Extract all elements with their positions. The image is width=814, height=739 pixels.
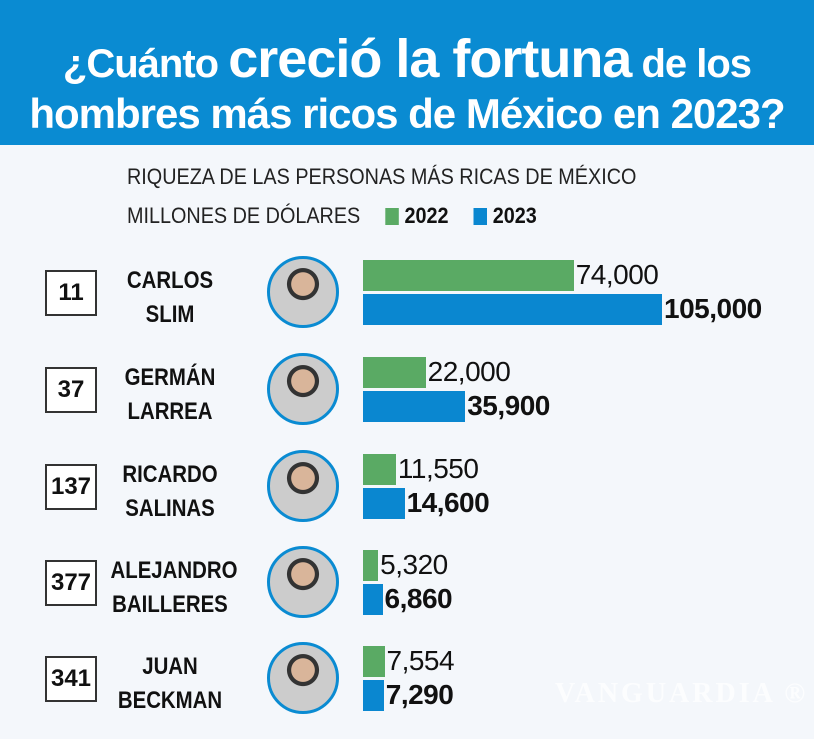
data-label-2023: 105,000 (664, 293, 762, 324)
data-label-2023: 6,860 (384, 583, 453, 614)
bar-2022 (363, 260, 574, 291)
data-label-2022: 22,000 (427, 356, 511, 387)
data-label-2023: 14,600 (406, 487, 490, 518)
chart-row: 37 GERMÁN LARREA 22,000 35,900 (0, 353, 814, 445)
chart-row: 377 ALEJANDRO BAILLERES 5,320 6,860 (0, 546, 814, 638)
chart-title: RIQUEZA DE LAS PERSONAS MÁS RICAS DE MÉX… (127, 164, 637, 189)
data-label-2022: 5,320 (380, 549, 448, 580)
data-label-2022: 7,554 (386, 645, 455, 676)
data-label-2022: 11,550 (397, 453, 479, 484)
data-label-2023: 7,290 (385, 679, 454, 710)
person-photo (267, 256, 339, 328)
data-label-2022: 74,000 (575, 259, 659, 290)
watermark-logo: VANGUARDIA ® (555, 678, 809, 709)
bar-2023 (363, 680, 384, 711)
person-name: ALEJANDRO BAILLERES (110, 557, 238, 618)
legend-2022: 2022 (385, 203, 449, 229)
bar-2023 (363, 294, 662, 325)
person-photo (267, 450, 339, 522)
person-photo (267, 642, 339, 714)
rank-badge: 37 (45, 367, 97, 413)
title-line-2: hombres más ricos de México en 2023? (29, 90, 785, 137)
person-name: JUAN BECKMAN (117, 653, 223, 714)
chart-row: 341 JUAN BECKMAN 7,554 7,290 (0, 642, 814, 734)
person-photo (267, 546, 339, 618)
legend-2023: 2023 (473, 203, 537, 229)
title-line-1: ¿Cuánto creció la fortuna de los (62, 29, 752, 89)
rank-badge: 137 (45, 464, 97, 510)
header: ¿Cuánto creció la fortuna de los hombres… (0, 0, 814, 145)
rank-badge: 377 (45, 560, 97, 606)
chart-row: 11 CARLOS SLIM 74,000 105,000 (0, 256, 814, 348)
bar-2023 (363, 584, 383, 615)
person-name: GERMÁN LARREA (124, 364, 216, 425)
bar-2023 (363, 391, 466, 422)
person-name: CARLOS SLIM (126, 267, 214, 328)
bar-2022 (363, 646, 385, 677)
person-name: RICARDO SALINAS (122, 461, 218, 522)
bar-2022 (363, 550, 379, 581)
rank-badge: 11 (45, 270, 97, 316)
person-photo (267, 353, 339, 425)
data-label-2023: 35,900 (467, 390, 550, 421)
bar-2022 (363, 357, 426, 388)
bar-2022 (363, 454, 396, 485)
chart-row: 137 RICARDO SALINAS 11,550 14,600 (0, 450, 814, 542)
unit-label: MILLONES DE DÓLARES (127, 203, 361, 228)
rank-badge: 341 (45, 656, 97, 702)
bar-2023 (363, 488, 405, 519)
chart-subtitle: MILLONES DE DÓLARES 2022 2023 (127, 203, 537, 229)
